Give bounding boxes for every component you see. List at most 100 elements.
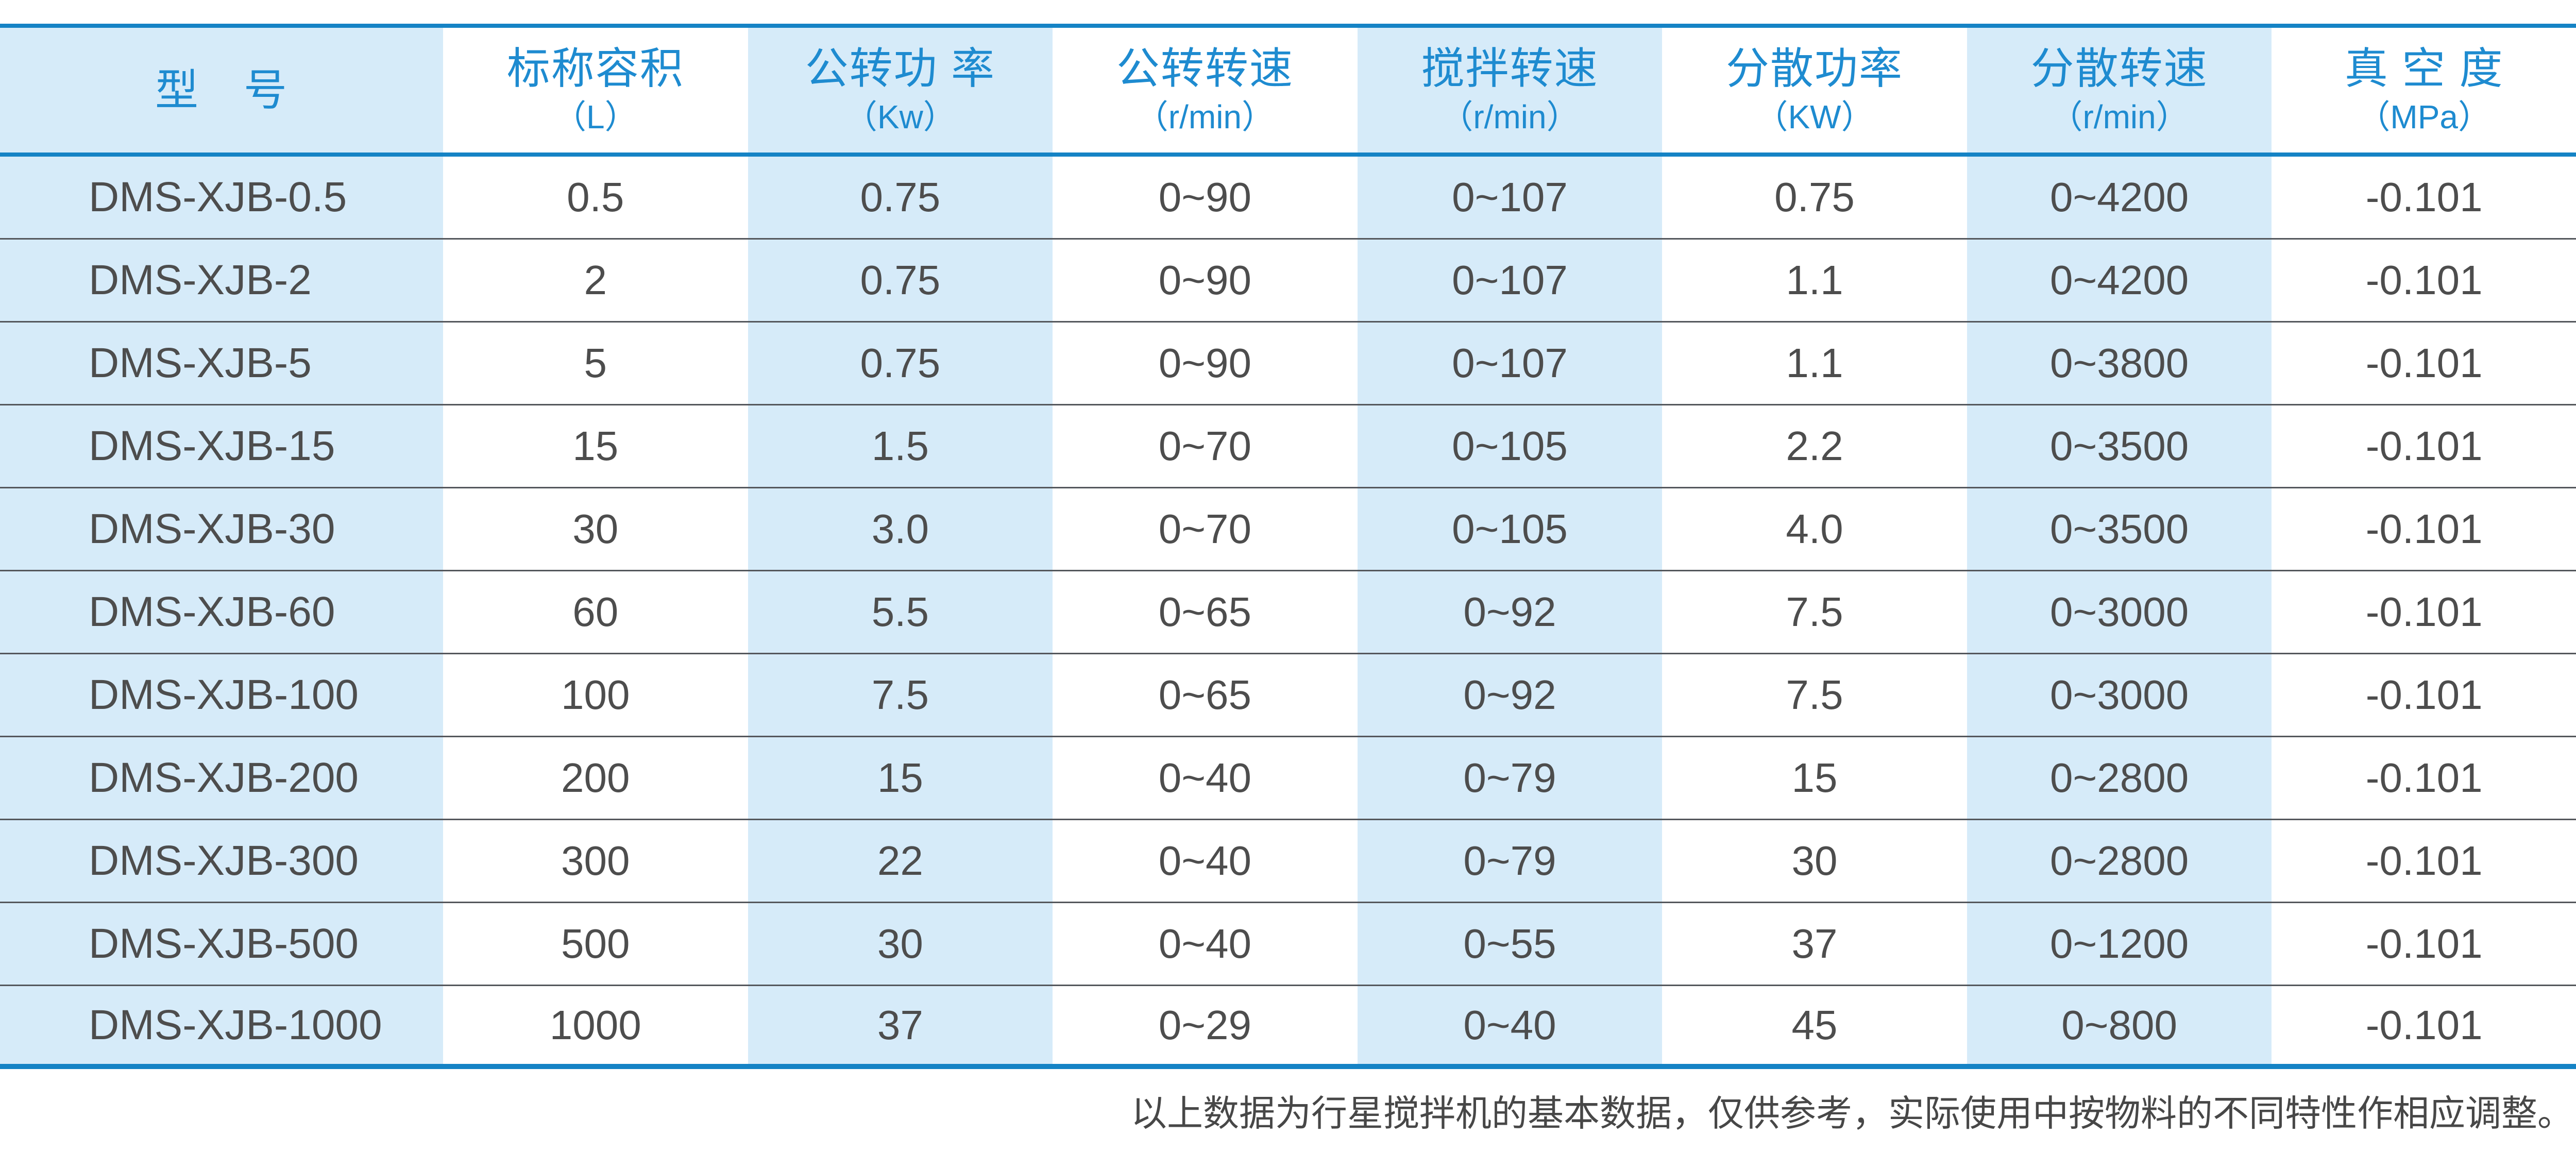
table-row: DMS-XJB-15 15 1.5 0~70 0~105 2.2 0~3500 …	[0, 405, 2576, 488]
cell-model: DMS-XJB-15	[0, 405, 443, 488]
cell-disperse-speed: 0~3800	[1967, 323, 2272, 405]
cell-revolution-speed: 0~29	[1053, 986, 1358, 1069]
cell-disperse-power: 1.1	[1662, 323, 1967, 405]
cell-revolution-speed: 0~90	[1053, 240, 1358, 323]
col-header-model: 型 号	[0, 28, 443, 157]
cell-capacity: 300	[443, 820, 748, 903]
cell-disperse-speed: 0~3000	[1967, 654, 2272, 737]
cell-disperse-power: 7.5	[1662, 654, 1967, 737]
cell-disperse-speed: 0~2800	[1967, 820, 2272, 903]
cell-revolution-speed: 0~40	[1053, 737, 1358, 820]
cell-disperse-power: 0.75	[1662, 157, 1967, 240]
top-border-line	[0, 24, 2576, 28]
col-header-capacity: 标称容积 （L）	[443, 28, 748, 157]
cell-revolution-power: 3.0	[748, 488, 1053, 571]
cell-vacuum: -0.101	[2272, 323, 2576, 405]
cell-model: DMS-XJB-0.5	[0, 157, 443, 240]
cell-capacity: 1000	[443, 986, 748, 1069]
table-row: DMS-XJB-5 5 0.75 0~90 0~107 1.1 0~3800 -…	[0, 323, 2576, 405]
cell-vacuum: -0.101	[2272, 903, 2576, 986]
col-header-revolution-power: 公转功 率 （Kw）	[748, 28, 1053, 157]
cell-revolution-speed: 0~65	[1053, 571, 1358, 654]
cell-capacity: 30	[443, 488, 748, 571]
cell-model: DMS-XJB-30	[0, 488, 443, 571]
header-label: 型 号	[155, 66, 288, 114]
header-unit: （L）	[553, 98, 638, 135]
table-row: DMS-XJB-1000 1000 37 0~29 0~40 45 0~800 …	[0, 986, 2576, 1069]
cell-capacity: 15	[443, 405, 748, 488]
cell-model: DMS-XJB-1000	[0, 986, 443, 1069]
cell-vacuum: -0.101	[2272, 654, 2576, 737]
cell-stir-speed: 0~107	[1357, 323, 1663, 405]
cell-revolution-power: 15	[748, 737, 1053, 820]
cell-model: DMS-XJB-200	[0, 737, 443, 820]
cell-stir-speed: 0~79	[1357, 820, 1663, 903]
cell-model: DMS-XJB-2	[0, 240, 443, 323]
col-header-disperse-power: 分散功率 （KW）	[1662, 28, 1967, 157]
cell-model: DMS-XJB-5	[0, 323, 443, 405]
header-label: 公转功 率	[805, 44, 996, 93]
cell-vacuum: -0.101	[2272, 737, 2576, 820]
cell-revolution-power: 30	[748, 903, 1053, 986]
cell-capacity: 60	[443, 571, 748, 654]
cell-model: DMS-XJB-60	[0, 571, 443, 654]
footnote-text: 以上数据为行星搅拌机的基本数据，仅供参考，实际使用中按物料的不同特性作相应调整。	[1131, 1094, 2573, 1134]
cell-revolution-power: 5.5	[748, 571, 1053, 654]
cell-vacuum: -0.101	[2272, 820, 2576, 903]
header-label: 分散转速	[2030, 44, 2208, 93]
cell-capacity: 0.5	[443, 157, 748, 240]
cell-stir-speed: 0~107	[1357, 157, 1663, 240]
header-label: 标称容积	[506, 44, 684, 93]
table-row: DMS-XJB-2 2 0.75 0~90 0~107 1.1 0~4200 -…	[0, 240, 2576, 323]
cell-disperse-speed: 0~3000	[1967, 571, 2272, 654]
col-header-vacuum: 真 空 度 （MPa）	[2272, 28, 2576, 157]
spec-table: 型 号 标称容积 （L） 公转功 率 （Kw） 公转转速 （r/min） 搅拌转速 （r…	[0, 28, 2576, 1069]
cell-model: DMS-XJB-500	[0, 903, 443, 986]
cell-stir-speed: 0~105	[1357, 405, 1663, 488]
cell-capacity: 500	[443, 903, 748, 986]
cell-vacuum: -0.101	[2272, 405, 2576, 488]
cell-revolution-speed: 0~40	[1053, 820, 1358, 903]
cell-disperse-power: 1.1	[1662, 240, 1967, 323]
header-label: 真 空 度	[2344, 44, 2504, 93]
cell-stir-speed: 0~79	[1357, 737, 1663, 820]
cell-revolution-speed: 0~90	[1053, 323, 1358, 405]
cell-revolution-speed: 0~70	[1053, 405, 1358, 488]
cell-disperse-power: 15	[1662, 737, 1967, 820]
cell-revolution-power: 1.5	[748, 405, 1053, 488]
table-body: DMS-XJB-0.5 0.5 0.75 0~90 0~107 0.75 0~4…	[0, 157, 2576, 1069]
cell-disperse-speed: 0~1200	[1967, 903, 2272, 986]
table-row: DMS-XJB-500 500 30 0~40 0~55 37 0~1200 -…	[0, 903, 2576, 986]
header-label: 分散功率	[1726, 44, 1904, 93]
cell-disperse-power: 30	[1662, 820, 1967, 903]
cell-disperse-power: 45	[1662, 986, 1967, 1069]
cell-capacity: 200	[443, 737, 748, 820]
cell-revolution-power: 0.75	[748, 157, 1053, 240]
cell-revolution-power: 37	[748, 986, 1053, 1069]
cell-disperse-power: 7.5	[1662, 571, 1967, 654]
cell-revolution-power: 22	[748, 820, 1053, 903]
cell-disperse-power: 37	[1662, 903, 1967, 986]
cell-vacuum: -0.101	[2272, 571, 2576, 654]
cell-revolution-power: 0.75	[748, 323, 1053, 405]
cell-model: DMS-XJB-300	[0, 820, 443, 903]
table-row: DMS-XJB-100 100 7.5 0~65 0~92 7.5 0~3000…	[0, 654, 2576, 737]
cell-disperse-speed: 0~3500	[1967, 488, 2272, 571]
header-unit: （MPa）	[2357, 98, 2491, 135]
table-row: DMS-XJB-0.5 0.5 0.75 0~90 0~107 0.75 0~4…	[0, 157, 2576, 240]
cell-disperse-speed: 0~4200	[1967, 157, 2272, 240]
cell-stir-speed: 0~92	[1357, 654, 1663, 737]
col-header-stir-speed: 搅拌转速 （r/min）	[1357, 28, 1663, 157]
cell-model: DMS-XJB-100	[0, 654, 443, 737]
table-row: DMS-XJB-200 200 15 0~40 0~79 15 0~2800 -…	[0, 737, 2576, 820]
cell-stir-speed: 0~105	[1357, 488, 1663, 571]
table-header: 型 号 标称容积 （L） 公转功 率 （Kw） 公转转速 （r/min） 搅拌转速 （r…	[0, 28, 2576, 157]
header-unit: （KW）	[1755, 98, 1874, 135]
col-header-revolution-speed: 公转转速 （r/min）	[1053, 28, 1358, 157]
cell-stir-speed: 0~55	[1357, 903, 1663, 986]
cell-capacity: 2	[443, 240, 748, 323]
cell-revolution-speed: 0~90	[1053, 157, 1358, 240]
cell-stir-speed: 0~92	[1357, 571, 1663, 654]
cell-vacuum: -0.101	[2272, 488, 2576, 571]
